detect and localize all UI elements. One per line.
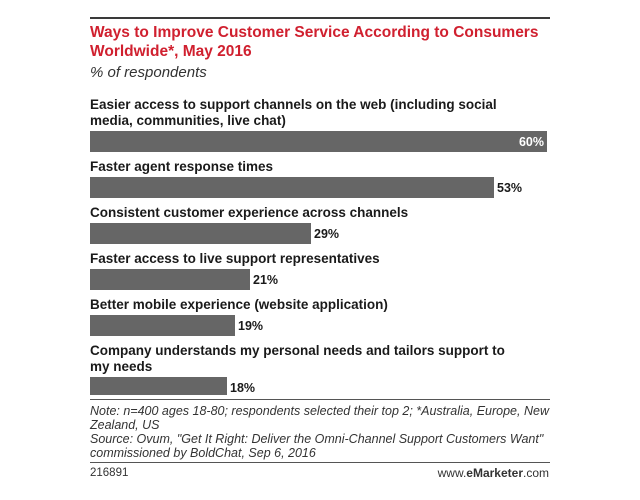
bar [90,315,235,336]
footnote: Note: n=400 ages 18-80; respondents sele… [90,404,555,460]
chart-title: Ways to Improve Customer Service Accordi… [90,24,539,60]
value-label: 21% [253,273,278,287]
category-label-line: media, communities, live chat) [90,113,286,128]
top-rule [90,17,550,19]
bar [90,269,250,290]
category-label-line: Faster agent response times [90,159,273,174]
category-label-line: Faster access to live support representa… [90,251,380,266]
category-label-line: Better mobile experience (website applic… [90,297,388,312]
category-label-line: Company understands my personal needs an… [90,343,505,358]
brand-name: eMarketer [466,466,523,480]
bar [90,131,547,152]
value-label: 19% [238,319,263,333]
value-label: 53% [497,181,522,195]
brand-prefix: www. [437,466,467,480]
value-label: 18% [230,381,255,395]
value-label: 60% [519,135,544,149]
bar [90,377,227,395]
note-text: Note: n=400 ages 18-80; respondents sele… [90,404,549,432]
category-label: Consistent customer experience across ch… [90,205,408,220]
category-label-line: Easier access to support channels on the… [90,97,497,112]
value-label: 29% [314,227,339,241]
bar-chart: Easier access to support channels on the… [90,97,547,395]
chart-id: 216891 [90,467,129,479]
category-label: Easier access to support channels on the… [90,97,497,128]
footer-divider [90,462,550,463]
chart-subtitle: % of respondents [90,64,207,81]
category-label: Company understands my personal needs an… [90,343,505,374]
category-label: Faster agent response times [90,159,273,174]
brand-suffix: .com [522,466,549,480]
category-label-line: Consistent customer experience across ch… [90,205,408,220]
bar [90,177,494,198]
note-divider [90,399,550,400]
category-label: Faster access to live support representa… [90,251,380,266]
category-label: Better mobile experience (website applic… [90,297,388,312]
brand-link[interactable]: www.eMarketer.com [438,466,549,480]
source-text: Source: Ovum, "Get It Right: Deliver the… [90,432,544,460]
bar [90,223,311,244]
category-label-line: my needs [90,359,152,374]
